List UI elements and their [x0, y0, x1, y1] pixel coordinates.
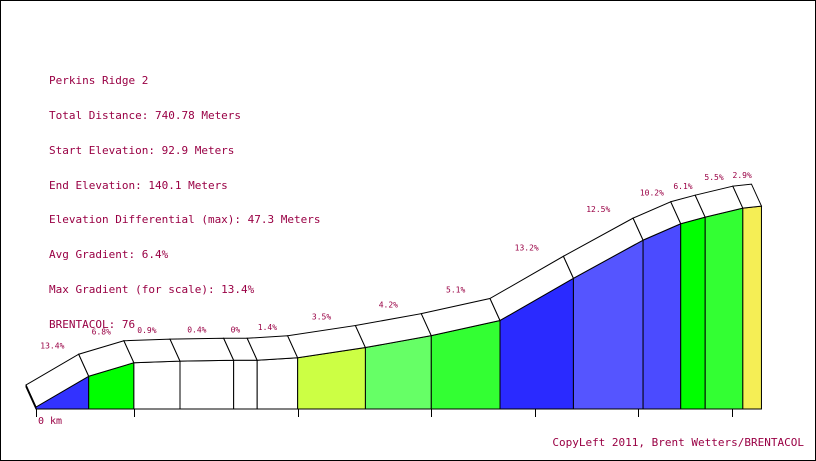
gradient-label-3: 0.4%	[187, 325, 206, 334]
copyleft-notice: CopyLeft 2011, Brent Wetters/BRENTACOL	[552, 436, 804, 449]
segment-fill-2	[133, 360, 181, 410]
route-info-panel: Perkins Ridge 2 Total Distance: 740.78 M…	[49, 52, 321, 342]
segment-fill-3	[179, 359, 235, 410]
ribbon-segment-14	[732, 183, 763, 209]
max-gradient: Max Gradient (for scale): 13.4%	[49, 282, 255, 296]
elevation-differential: Elevation Differential (max): 47.3 Meter…	[49, 213, 321, 227]
segment-fill-4	[233, 359, 258, 410]
gradient-label-9: 13.2%	[515, 243, 539, 252]
ribbon-start-face	[25, 384, 37, 410]
route-name: Perkins Ridge 2	[49, 74, 149, 88]
gradient-label-11: 10.2%	[640, 189, 664, 198]
gradient-label-4: 0%	[231, 325, 241, 334]
total-distance: Total Distance: 740.78 Meters	[49, 108, 242, 122]
avg-gradient: Avg Gradient: 6.4%	[49, 248, 169, 262]
gradient-label-0: 13.4%	[40, 341, 64, 350]
gradient-label-7: 4.2%	[379, 301, 398, 310]
segment-fill-14	[742, 205, 762, 410]
gradient-label-6: 3.5%	[312, 313, 331, 322]
segment-fill-5	[256, 357, 299, 410]
gradient-label-14: 2.9%	[733, 171, 752, 180]
segment-fill-13	[704, 207, 744, 410]
x-axis-start-label: 0 km	[38, 416, 62, 427]
segment-fill-11	[642, 222, 682, 410]
start-elevation: Start Elevation: 92.9 Meters	[49, 143, 235, 157]
gradient-label-1: 6.8%	[92, 328, 111, 337]
gradient-label-2: 0.9%	[137, 326, 156, 335]
gradient-label-5: 1.4%	[258, 323, 277, 332]
gradient-label-10: 12.5%	[586, 205, 610, 214]
end-elevation: End Elevation: 140.1 Meters	[49, 178, 228, 192]
gradient-label-13: 5.5%	[704, 173, 723, 182]
segment-fill-12	[680, 216, 706, 410]
segment-fill-7	[364, 335, 432, 410]
brentacol-score: BRENTACOL: 76	[49, 317, 136, 331]
gradient-label-8: 5.1%	[446, 285, 465, 294]
gradient-label-12: 6.1%	[673, 182, 692, 191]
